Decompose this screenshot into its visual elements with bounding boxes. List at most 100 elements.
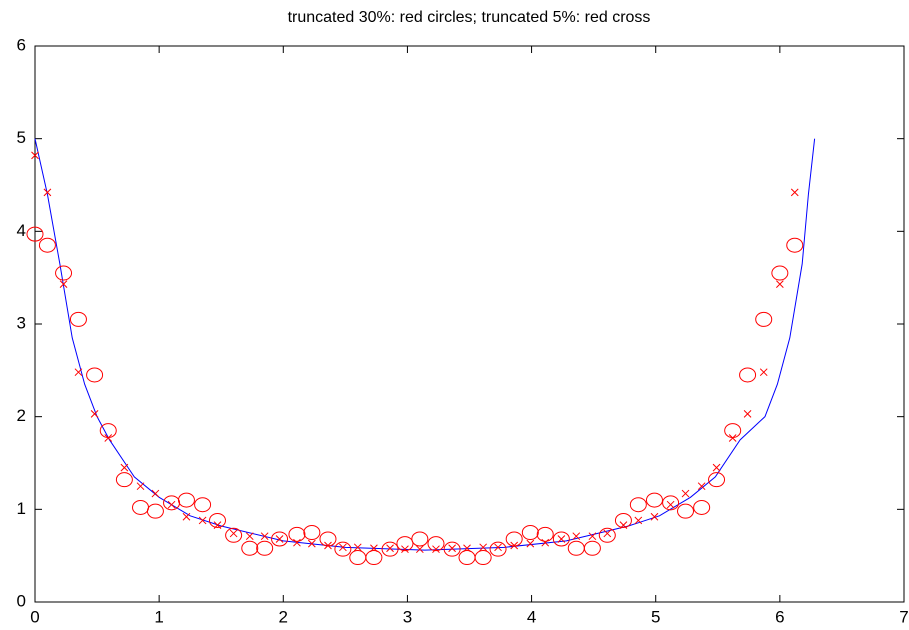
circle-marker: [536, 526, 554, 542]
plot-frame: [34, 45, 905, 603]
cross-marker: [666, 500, 675, 509]
cross-marker: [728, 434, 737, 442]
cross-marker: [229, 529, 238, 538]
cross-marker: [401, 545, 409, 554]
circle-marker: [319, 531, 337, 547]
cross-marker: [260, 532, 269, 541]
circle-marker: [552, 531, 570, 547]
y-tick-label: 2: [17, 406, 26, 425]
circle-marker: [458, 550, 476, 566]
cross-marker: [541, 538, 550, 547]
circle-marker: [786, 237, 804, 253]
cross-marker: [697, 482, 706, 491]
circle-marker: [677, 503, 695, 519]
x-tick-label: 1: [154, 607, 163, 626]
cross-marker: [120, 463, 129, 472]
cross-marker: [213, 521, 222, 529]
circle-marker: [381, 541, 399, 557]
circle-marker: [271, 531, 289, 547]
cross-marker: [136, 482, 145, 491]
cross-marker: [619, 521, 628, 529]
cross-marker: [293, 538, 301, 547]
cross-marker: [634, 516, 643, 525]
x-tick-label: 7: [899, 607, 908, 626]
circle-marker: [69, 311, 87, 327]
cross-marker: [510, 541, 519, 550]
circle-marker: [567, 540, 585, 556]
circle-marker: [288, 526, 306, 542]
y-tick-label: 5: [17, 128, 26, 147]
circle-marker: [55, 265, 73, 281]
cross-marker: [463, 544, 471, 553]
cross-marker: [494, 543, 502, 552]
cross-marker: [353, 543, 362, 552]
cross-marker: [790, 188, 799, 197]
circle-marker: [256, 540, 274, 556]
circle-marker: [177, 492, 195, 508]
x-tick-label: 3: [403, 607, 412, 626]
circle-marker: [241, 540, 259, 556]
circle-marker: [693, 499, 711, 515]
circle-marker: [598, 527, 616, 543]
cross-marker: [74, 368, 83, 377]
cross-marker: [743, 410, 752, 418]
circle-marker: [208, 512, 226, 528]
cross-marker: [603, 529, 612, 538]
y-tick-label: 4: [17, 221, 26, 240]
cross-marker: [572, 532, 581, 541]
circle-marker: [739, 367, 757, 383]
circle-marker: [99, 423, 117, 439]
circle-marker: [365, 550, 383, 566]
circle-marker: [443, 541, 461, 557]
circle-marker: [614, 512, 632, 528]
circle-marker: [474, 550, 492, 566]
x-tick-label: 6: [775, 607, 784, 626]
circle-marker: [225, 527, 243, 543]
cross-marker: [448, 544, 456, 553]
circle-marker: [146, 503, 164, 519]
circle-marker: [303, 525, 321, 540]
cross-marker: [324, 541, 332, 550]
cross-marker: [245, 532, 254, 541]
circle-marker: [505, 531, 523, 547]
cross-marker: [588, 532, 597, 541]
cross-marker: [275, 535, 284, 543]
circle-marker: [771, 265, 789, 281]
cross-marker: [526, 539, 535, 548]
circle-marker: [708, 472, 726, 488]
cross-marker: [432, 545, 440, 554]
circle-marker: [349, 550, 367, 566]
x-tick-label: 0: [30, 607, 39, 626]
cross-marker: [650, 512, 659, 521]
x-tick-label: 5: [651, 607, 660, 626]
circle-marker: [132, 499, 150, 515]
circle-marker: [583, 540, 601, 556]
cross-marker: [90, 410, 99, 418]
y-tick-label: 0: [17, 591, 26, 610]
cross-marker: [386, 544, 394, 553]
cross-marker: [43, 188, 52, 197]
circle-marker: [396, 536, 414, 552]
x-tick-label: 2: [279, 607, 288, 626]
cross-marker: [415, 545, 424, 554]
cross-marker: [712, 463, 721, 472]
circle-marker: [163, 495, 181, 511]
circle-marker: [724, 423, 742, 439]
cross-marker: [31, 151, 39, 160]
x-tick-label: 4: [527, 607, 536, 626]
cross-marker: [759, 368, 768, 377]
circle-marker: [645, 492, 663, 508]
cross-marker: [167, 500, 176, 509]
circle-marker: [26, 226, 44, 242]
cross-marker: [198, 516, 207, 525]
cross-marker: [307, 539, 316, 548]
circle-marker: [521, 525, 539, 540]
circle-marker: [194, 497, 212, 513]
cross-marker: [681, 489, 690, 498]
curve: [34, 138, 816, 551]
y-tick-label: 6: [17, 35, 26, 54]
circle-marker: [427, 536, 445, 552]
cross-marker: [776, 280, 784, 289]
y-tick-label: 1: [17, 499, 26, 518]
